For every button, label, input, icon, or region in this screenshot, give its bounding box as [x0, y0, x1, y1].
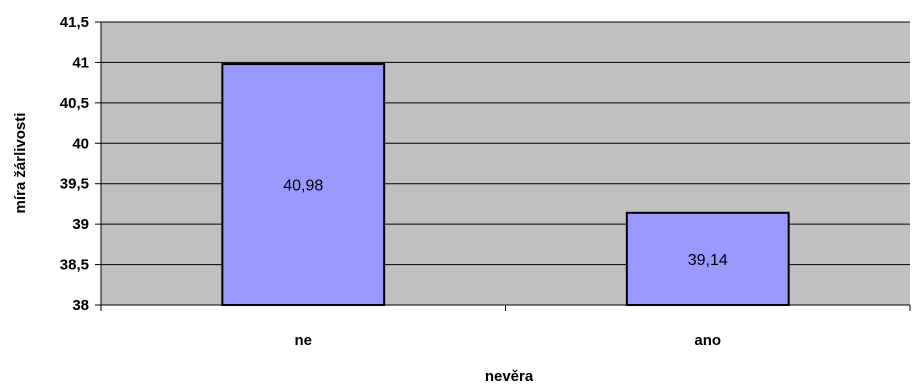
y-tick-label: 38,5	[60, 257, 89, 274]
y-tick-label: 41	[72, 54, 89, 71]
y-tick-label: 40	[72, 135, 89, 152]
y-tick-label: 39,5	[60, 176, 89, 193]
y-tick-labels: 38 38,5 39 39,5 40 40,5 41 41,5	[60, 14, 89, 314]
x-axis-title: nevěra	[485, 368, 534, 385]
data-label: 40,98	[283, 178, 323, 195]
axes	[95, 21, 911, 311]
y-tick-label: 38	[72, 297, 89, 314]
bar-ne	[221, 63, 386, 306]
data-label: 39,14	[688, 252, 728, 269]
y-tick-label: 40,5	[60, 95, 89, 112]
y-tick-label: 39	[72, 216, 89, 233]
x-tick-labels: ne ano	[294, 332, 721, 349]
y-tick-label: 41,5	[60, 14, 89, 31]
y-axis-title: míra žárlivosti	[12, 113, 29, 214]
x-tick-label: ano	[694, 332, 721, 349]
bars: 40,98 39,14	[221, 63, 790, 306]
x-tick-label: ne	[294, 332, 312, 349]
